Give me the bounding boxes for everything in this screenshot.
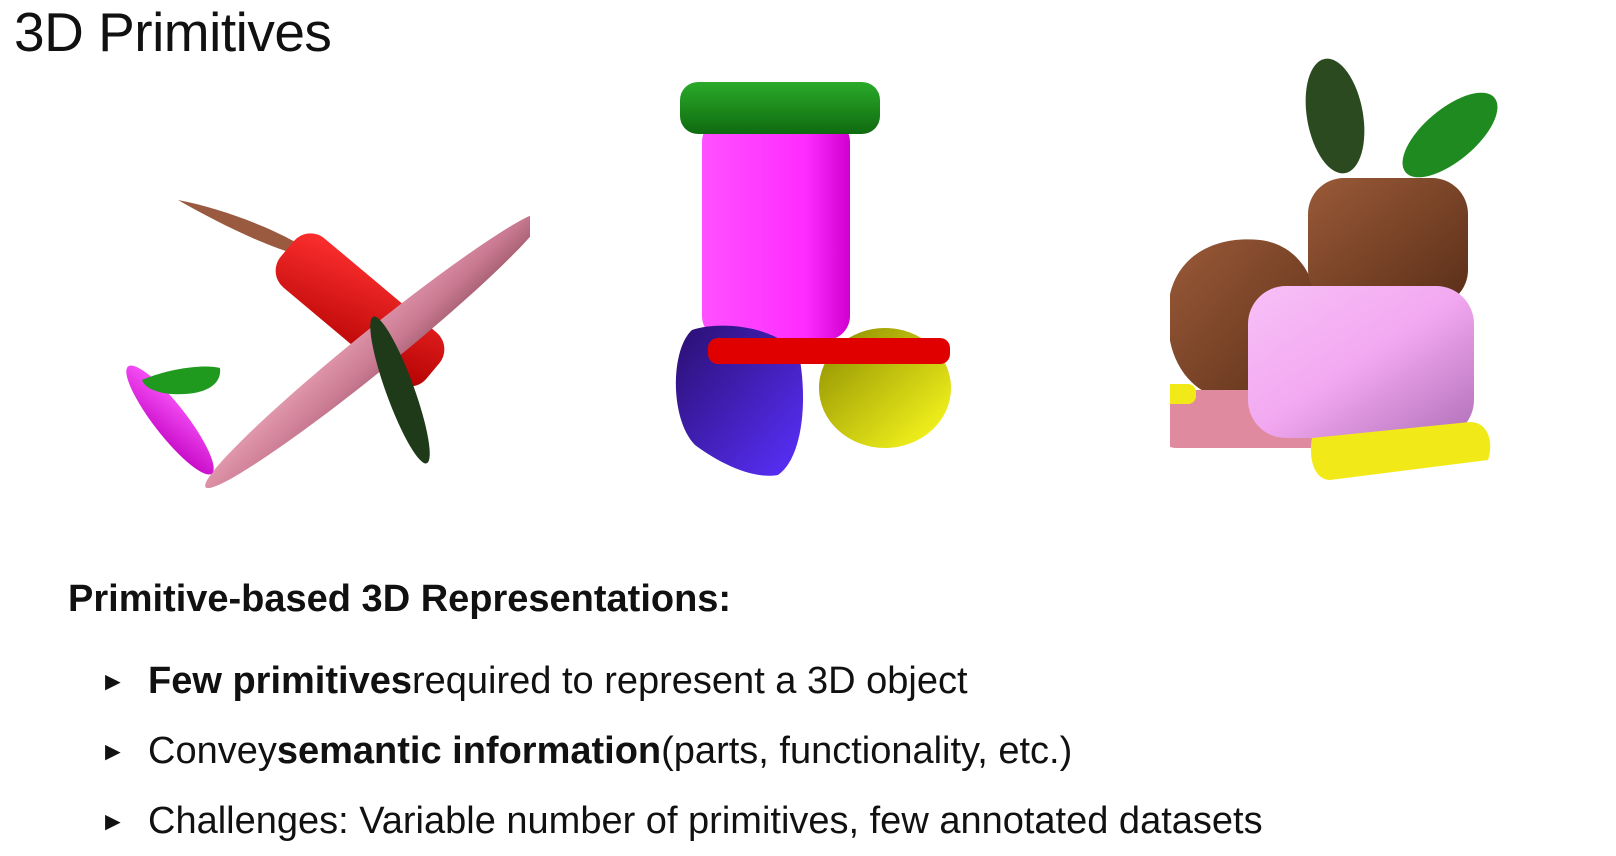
chair-primitives-figure	[670, 50, 990, 550]
bullet-rest: required to represent a 3D object	[411, 659, 968, 702]
bullet-item: ► Challenges: Variable number of primiti…	[100, 786, 1263, 856]
triangle-bullet-icon: ►	[100, 805, 126, 836]
chair-seat	[708, 338, 950, 364]
triangle-bullet-icon: ►	[100, 735, 126, 766]
bullet-rest: (parts, functionality, etc.)	[661, 729, 1073, 772]
bullet-lead: Convey	[148, 729, 277, 772]
bullet-item: ► Few primitives required to represent a…	[100, 646, 1263, 716]
slide-title: 3D Primitives	[14, 1, 332, 63]
bullet-emphasis: Few primitives	[148, 659, 412, 702]
yellow-foot	[1310, 422, 1491, 480]
chair-back	[702, 118, 850, 340]
pink-body	[1248, 286, 1474, 438]
bullet-emphasis: semantic information	[276, 729, 662, 772]
bullet-item: ► Convey semantic information (parts, fu…	[100, 716, 1263, 786]
airplane-primitives-figure	[110, 50, 530, 550]
bullet-lead: Challenges: Variable number of primitive…	[148, 799, 1263, 842]
green-stabilizer	[142, 366, 221, 395]
dark-engine	[370, 316, 430, 464]
ear-left	[1305, 58, 1365, 174]
ear-right	[1402, 92, 1498, 178]
magenta-tail	[126, 365, 214, 475]
animal-primitives-figure	[1170, 50, 1570, 550]
triangle-bullet-icon: ►	[100, 665, 126, 696]
yellow-foot-back	[1170, 384, 1196, 404]
head	[1308, 178, 1468, 306]
fuselage	[205, 211, 530, 489]
bullet-list: ► Few primitives required to represent a…	[100, 646, 1263, 856]
brown-part	[178, 200, 315, 256]
chair-top	[680, 82, 880, 134]
section-heading: Primitive-based 3D Representations:	[68, 578, 732, 620]
